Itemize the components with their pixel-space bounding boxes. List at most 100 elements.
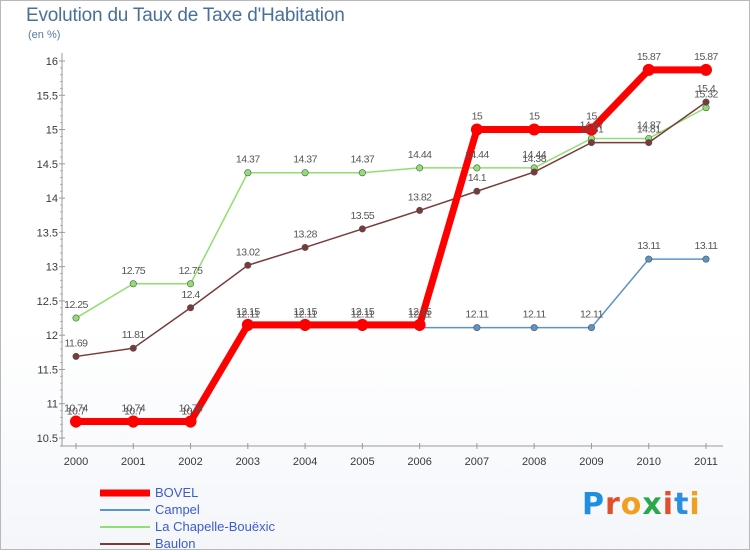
data-point-baulon	[473, 187, 481, 195]
data-point-baulon	[187, 304, 195, 312]
series-line-bovel	[72, 66, 710, 426]
y-tick-label: 10.5	[37, 433, 58, 445]
legend-item: BOVEL	[100, 485, 340, 501]
data-point-bovel	[299, 318, 312, 331]
x-tick-label: 2007	[465, 456, 489, 468]
data-label-bovel: 10.74	[64, 403, 88, 415]
data-point-la-chapelle-bou-xic	[416, 164, 424, 172]
data-point-campel	[587, 324, 595, 332]
data-label-campel: 10.7	[181, 405, 200, 417]
data-label-bovel: 10.74	[121, 403, 145, 415]
data-label-bovel: 12.15	[408, 306, 432, 318]
data-label-la-chapelle-bou-xic: 14.87	[637, 119, 661, 131]
y-tick-label: 12	[46, 330, 58, 342]
data-point-la-chapelle-bou-xic	[473, 164, 481, 172]
data-point-bovel	[356, 318, 369, 331]
data-label-campel: 12.11	[294, 309, 318, 321]
y-tick-label: 13	[46, 262, 58, 274]
data-label-la-chapelle-bou-xic: 12.25	[64, 299, 88, 311]
data-label-bovel: 15	[529, 111, 540, 123]
data-label-la-chapelle-bou-xic: 14.37	[350, 154, 374, 166]
data-label-baulon: 14.81	[637, 124, 661, 136]
legend-item: Campel	[100, 502, 340, 518]
y-tick-label: 14.5	[37, 159, 58, 171]
y-tick-label: 13.5	[37, 227, 58, 239]
data-label-campel: 12.11	[351, 309, 375, 321]
logo-letter: t	[674, 487, 690, 522]
data-label-campel: 13.11	[637, 240, 661, 252]
data-label-baulon: 13.28	[293, 228, 317, 240]
x-tick-label: 2009	[579, 456, 603, 468]
data-point-bovel	[241, 318, 254, 331]
logo-letter: i	[662, 487, 675, 522]
data-label-la-chapelle-bou-xic: 15.32	[694, 89, 718, 101]
data-label-campel: 10.7	[124, 405, 143, 417]
data-point-baulon	[72, 352, 80, 360]
data-point-bovel	[413, 318, 426, 331]
data-label-campel: 12.11	[465, 309, 489, 321]
data-point-la-chapelle-bou-xic	[244, 169, 252, 177]
data-label-bovel: 15	[586, 111, 597, 123]
logo-letter: o	[620, 487, 643, 522]
data-label-bovel: 15.87	[637, 51, 661, 63]
data-label-bovel: 10.74	[179, 403, 203, 415]
legend-item: Baulon	[100, 536, 340, 552]
data-label-bovel: 12.15	[293, 306, 317, 318]
x-tick-label: 2000	[64, 456, 88, 468]
data-label-la-chapelle-bou-xic: 14.44	[408, 149, 432, 161]
x-tick-label: 2005	[350, 456, 374, 468]
y-tick-label: 16	[46, 56, 58, 68]
data-label-la-chapelle-bou-xic: 14.87	[580, 119, 604, 131]
data-point-baulon	[301, 243, 309, 251]
data-label-baulon: 14.81	[580, 124, 604, 136]
x-tick-label: 2011	[694, 456, 718, 468]
x-tick-label: 2006	[407, 456, 431, 468]
chart-title: Evolution du Taux de Taxe d'Habitation	[26, 5, 345, 26]
data-label-bovel: 15	[472, 111, 483, 123]
data-point-bovel	[642, 63, 655, 76]
legend-label: Campel	[155, 502, 200, 517]
legend-swatch	[100, 489, 150, 497]
data-point-baulon	[244, 261, 252, 269]
data-label-la-chapelle-bou-xic: 12.75	[179, 265, 203, 277]
data-label-baulon: 12.4	[181, 289, 200, 301]
data-label-la-chapelle-bou-xic: 12.75	[121, 265, 145, 277]
data-point-bovel	[700, 63, 712, 76]
series-line-la-chapelle-bou-xic	[75, 106, 707, 319]
data-label-baulon: 13.82	[408, 191, 432, 203]
data-point-bovel	[127, 415, 140, 428]
legend-item: La Chapelle-Bouëxic	[100, 519, 340, 535]
data-label-la-chapelle-bou-xic: 14.44	[522, 149, 546, 161]
logo-letter: i	[689, 487, 701, 522]
legend-label: BOVEL	[155, 485, 199, 500]
data-point-bovel	[528, 123, 541, 136]
data-label-baulon: 14.1	[468, 172, 487, 184]
logo-letter: x	[642, 487, 663, 522]
x-tick-label: 2010	[636, 456, 660, 468]
legend-label: Baulon	[155, 536, 196, 551]
data-point-baulon	[129, 344, 137, 352]
data-point-baulon	[645, 139, 653, 147]
data-label-campel: 12.11	[580, 309, 604, 321]
x-tick-label: 2004	[293, 456, 317, 468]
data-label-bovel: 12.15	[236, 306, 260, 318]
data-point-la-chapelle-bou-xic	[72, 314, 80, 322]
data-point-la-chapelle-bou-xic	[301, 169, 309, 177]
legend-label: La Chapelle-Bouëxic	[155, 519, 275, 534]
data-point-campel	[645, 255, 653, 263]
data-label-la-chapelle-bou-xic: 14.44	[465, 149, 489, 161]
proxiti-logo: Proxiti	[582, 487, 701, 522]
chart-unit: (en %)	[28, 29, 61, 41]
data-point-campel	[473, 324, 481, 332]
data-label-baulon: 14.38	[522, 153, 546, 165]
data-point-la-chapelle-bou-xic	[187, 280, 195, 288]
y-tick-label: 15	[46, 125, 58, 137]
series-line-baulon	[75, 101, 707, 358]
data-point-bovel	[184, 415, 197, 428]
x-tick-label: 2001	[121, 456, 145, 468]
y-tick-label: 14	[46, 193, 58, 205]
data-point-la-chapelle-bou-xic	[129, 280, 137, 288]
y-tick-label: 11.5	[37, 364, 58, 376]
y-tick-label: 11	[47, 399, 58, 411]
